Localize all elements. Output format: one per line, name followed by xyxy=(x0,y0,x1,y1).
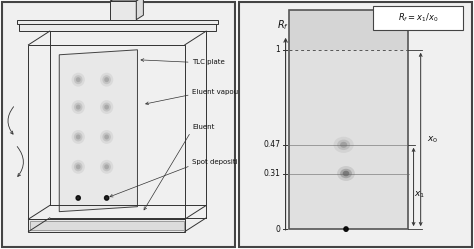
Circle shape xyxy=(100,100,113,114)
Circle shape xyxy=(72,130,85,144)
Bar xyxy=(289,50,408,229)
Ellipse shape xyxy=(340,169,352,178)
Circle shape xyxy=(74,132,82,141)
Circle shape xyxy=(100,160,113,174)
Circle shape xyxy=(76,134,81,139)
FancyBboxPatch shape xyxy=(373,6,464,30)
Circle shape xyxy=(76,164,81,169)
Circle shape xyxy=(76,196,80,200)
Ellipse shape xyxy=(343,171,349,176)
Text: Eluent: Eluent xyxy=(192,124,214,130)
Ellipse shape xyxy=(340,142,347,148)
Ellipse shape xyxy=(337,140,350,150)
Circle shape xyxy=(102,162,111,171)
Polygon shape xyxy=(59,50,137,212)
Circle shape xyxy=(102,103,111,112)
Circle shape xyxy=(76,105,81,110)
Text: Eluent vapour: Eluent vapour xyxy=(192,89,241,95)
Polygon shape xyxy=(110,0,143,1)
Circle shape xyxy=(100,73,113,87)
Circle shape xyxy=(104,134,109,139)
Circle shape xyxy=(104,196,109,200)
Circle shape xyxy=(344,227,348,231)
Ellipse shape xyxy=(337,166,355,181)
Ellipse shape xyxy=(334,137,354,153)
Bar xyxy=(289,10,408,229)
Text: $x_1$: $x_1$ xyxy=(414,189,425,200)
Text: Spot deposition: Spot deposition xyxy=(192,159,246,165)
Circle shape xyxy=(102,132,111,141)
Bar xyxy=(19,24,216,31)
Circle shape xyxy=(72,73,85,87)
Bar xyxy=(110,1,137,20)
Bar xyxy=(17,20,218,24)
Bar xyxy=(29,221,184,230)
Circle shape xyxy=(104,77,109,82)
Circle shape xyxy=(104,105,109,110)
Text: $R_f$: $R_f$ xyxy=(277,18,289,32)
Circle shape xyxy=(72,100,85,114)
Circle shape xyxy=(72,160,85,174)
Bar xyxy=(28,45,185,219)
Text: 0: 0 xyxy=(275,225,280,234)
Text: 1: 1 xyxy=(275,45,280,54)
Polygon shape xyxy=(137,0,143,20)
Text: 0.47: 0.47 xyxy=(264,140,280,149)
Bar xyxy=(289,10,408,50)
Text: 0.31: 0.31 xyxy=(264,169,280,178)
Text: $R_f = x_1/x_0$: $R_f = x_1/x_0$ xyxy=(398,12,438,24)
Circle shape xyxy=(76,77,81,82)
Circle shape xyxy=(74,75,82,84)
Circle shape xyxy=(74,103,82,112)
Text: TLC plate: TLC plate xyxy=(192,59,225,65)
Circle shape xyxy=(102,75,111,84)
Circle shape xyxy=(100,130,113,144)
Text: $x_0$: $x_0$ xyxy=(427,134,438,145)
Circle shape xyxy=(104,164,109,169)
Circle shape xyxy=(74,162,82,171)
Bar xyxy=(28,219,185,232)
